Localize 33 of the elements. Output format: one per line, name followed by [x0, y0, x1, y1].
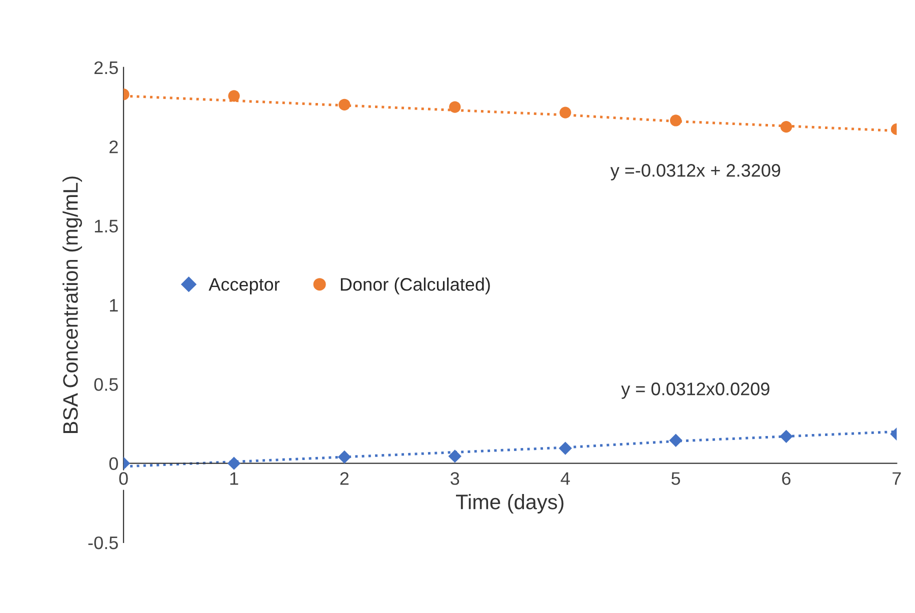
x-axis-title: Time (days): [456, 494, 564, 514]
x-tick-label: 3: [450, 472, 460, 485]
x-tick-label: 7: [892, 472, 901, 485]
y-tick-label: 0: [109, 457, 118, 470]
point: [560, 106, 572, 118]
legend-label: Acceptor: [208, 278, 280, 294]
legend-label: Donor (Calculated): [340, 278, 490, 294]
point: [669, 434, 682, 447]
point: [448, 450, 462, 463]
y-tick-label: 0.5: [94, 378, 118, 391]
point: [670, 114, 682, 126]
x-tick-label: 1: [230, 472, 238, 485]
point: [338, 450, 352, 464]
y-tick-label: 1.5: [94, 220, 118, 233]
point: [780, 121, 792, 133]
x-tick-label: 0: [119, 472, 128, 485]
y-tick-label: 1: [110, 299, 118, 312]
point: [558, 442, 572, 455]
y-tick-label: 2: [110, 140, 118, 154]
point: [780, 430, 793, 443]
x-tick-label: 5: [671, 472, 680, 485]
annotation: y =-0.0312x + 2.3209: [610, 164, 780, 180]
y-axis-title: BSA Concentration (mg/mL): [62, 176, 82, 433]
point: [227, 456, 241, 470]
point: [338, 98, 350, 110]
y-tick-label: 2.5: [94, 61, 118, 74]
x-tick-label: 4: [560, 472, 570, 485]
x-tick-label: 6: [782, 472, 790, 485]
annotation: y = 0.0312x0.0209: [621, 382, 770, 399]
point: [228, 90, 240, 102]
y-tick-label: -0.5: [88, 536, 118, 550]
point: [449, 101, 461, 113]
x-tick-label: 2: [340, 472, 349, 485]
